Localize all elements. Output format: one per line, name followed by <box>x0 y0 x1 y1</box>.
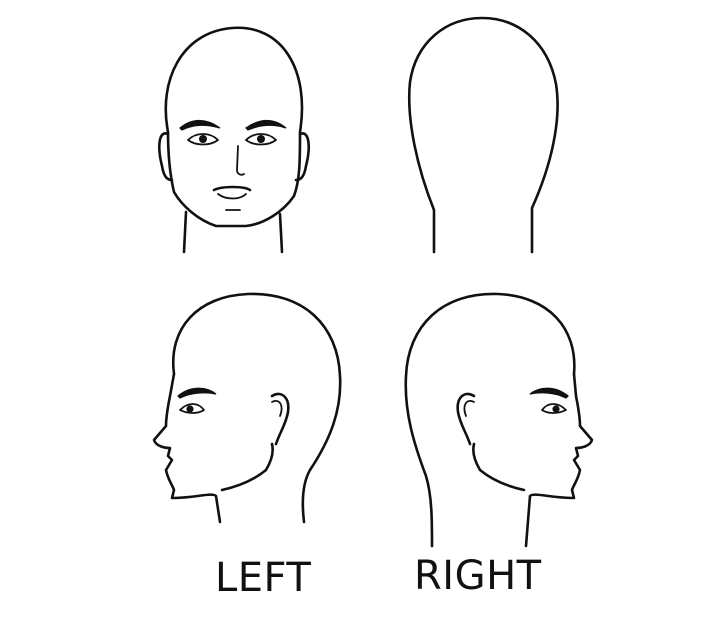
right-profile-head <box>404 292 594 548</box>
back-view-head <box>407 16 559 254</box>
left-view-label: LEFT <box>215 555 312 601</box>
front-view-head <box>158 26 310 254</box>
left-profile-head <box>152 292 342 524</box>
right-view-label: RIGHT <box>414 553 542 599</box>
